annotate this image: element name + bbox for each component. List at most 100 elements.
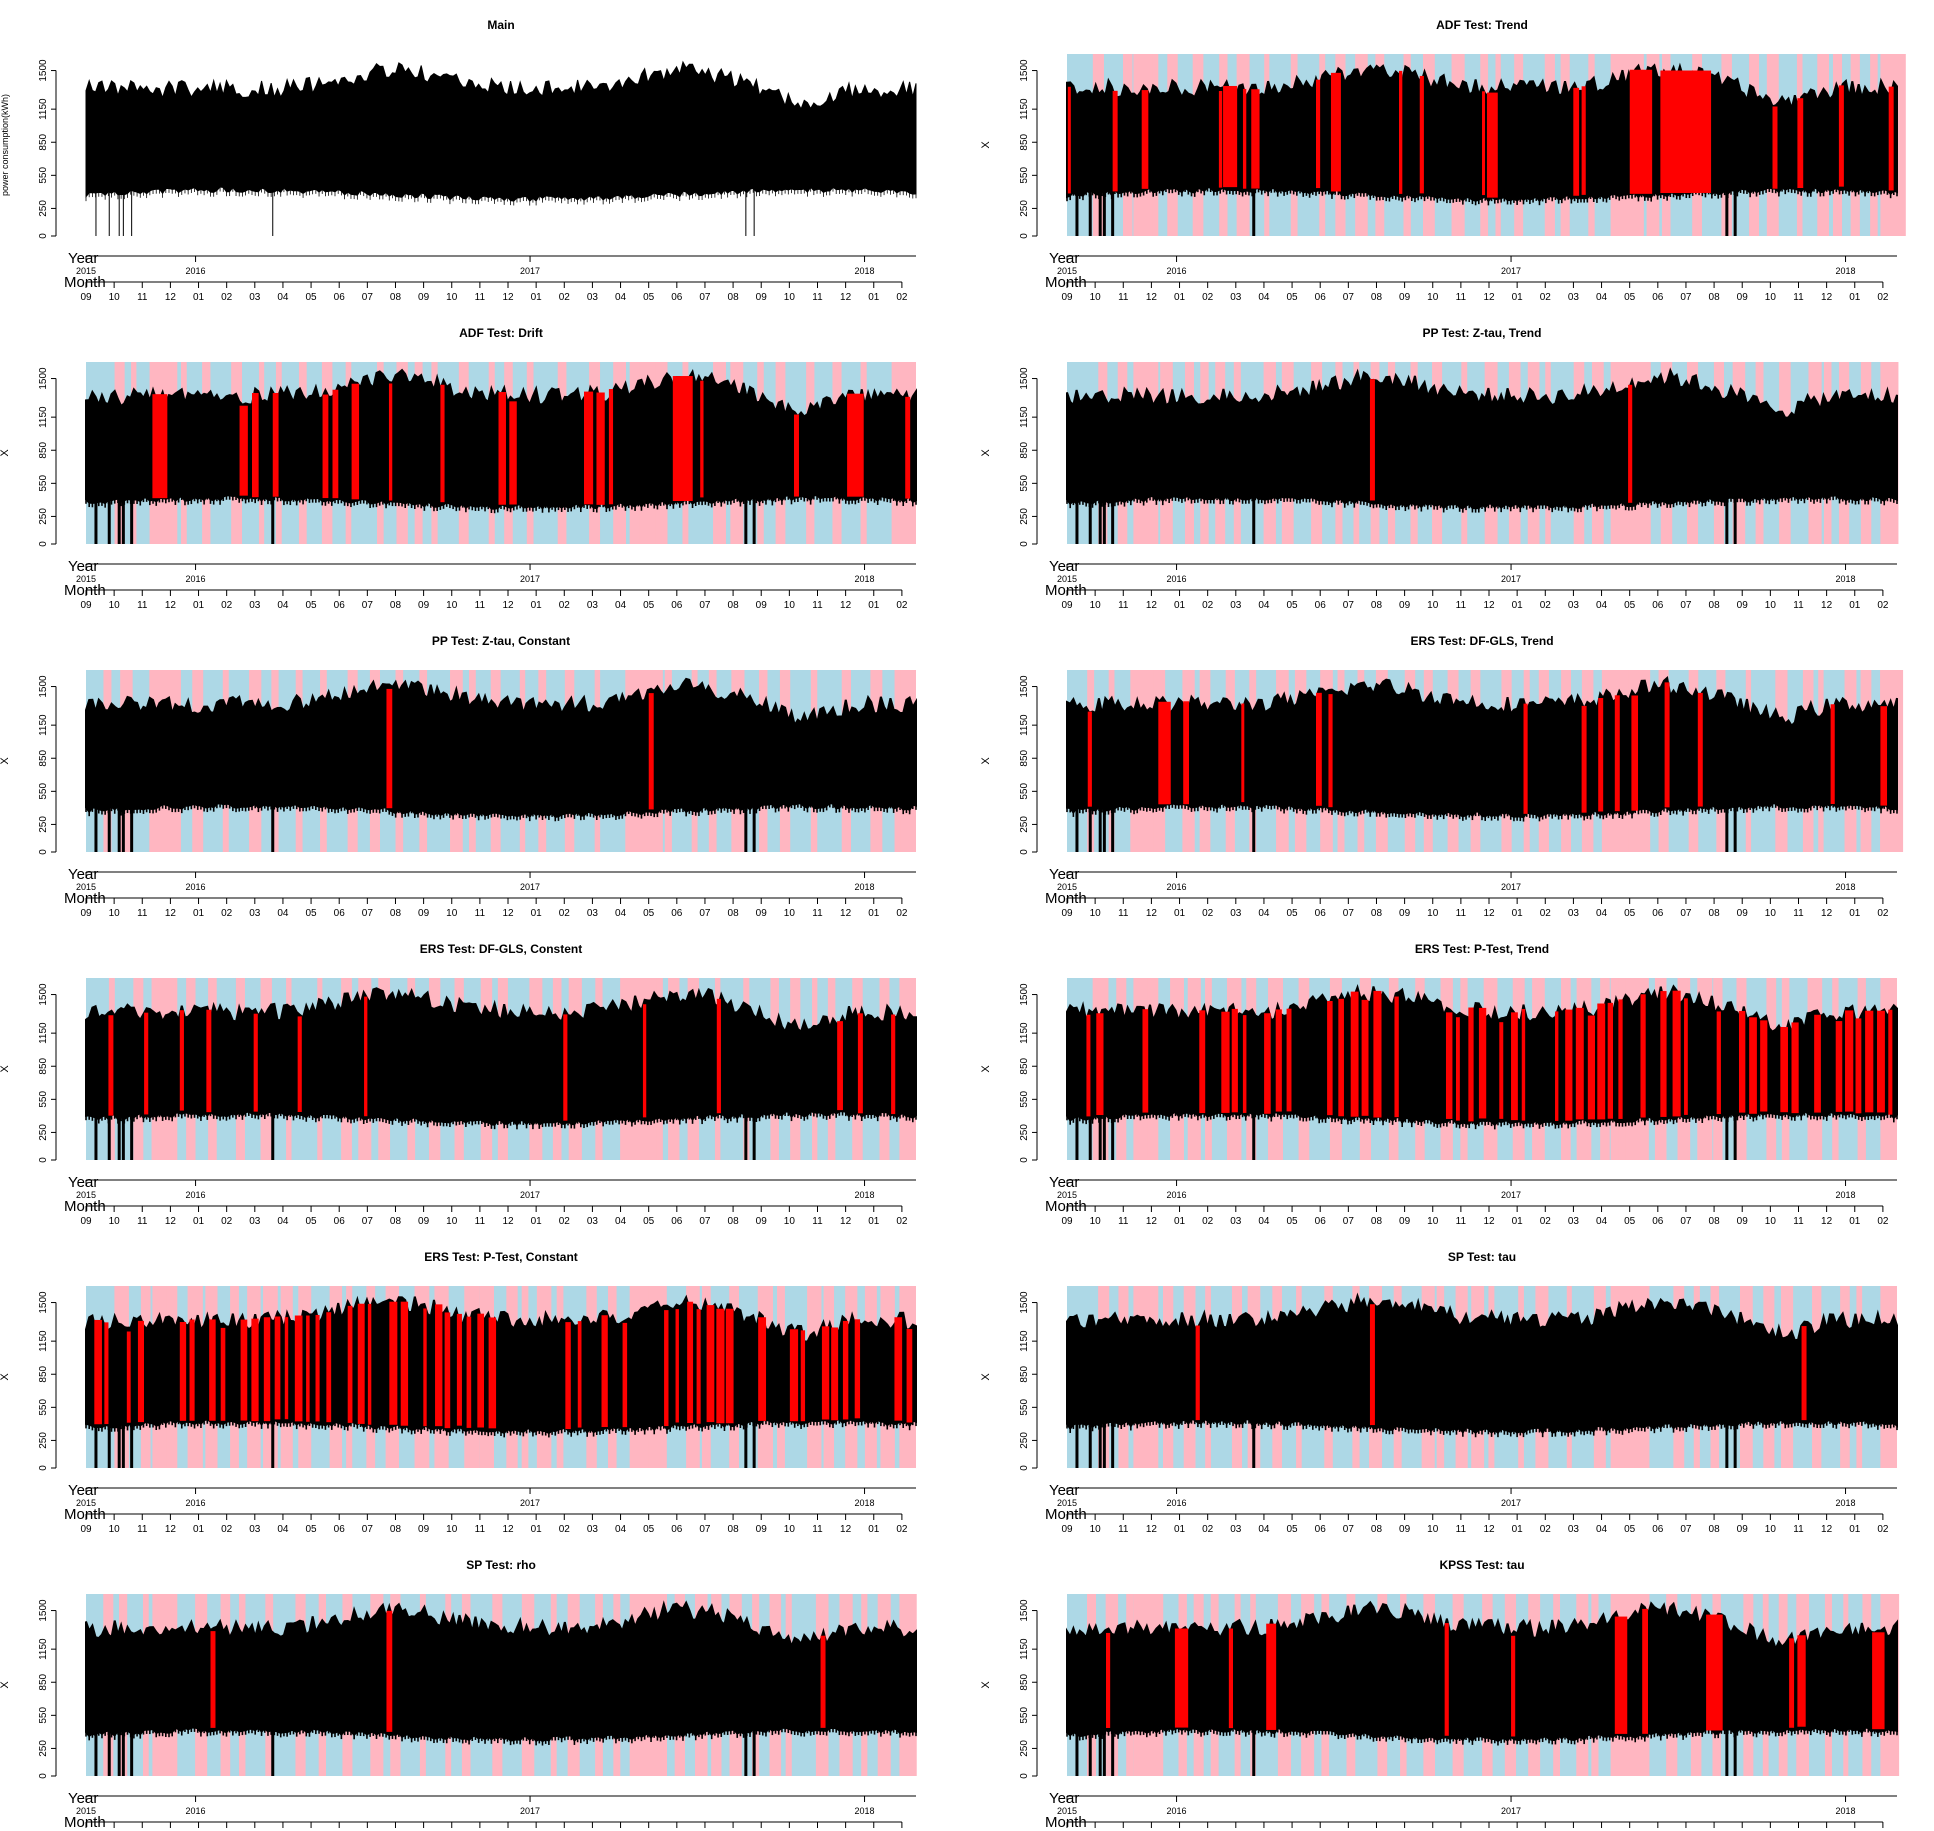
unit-root-segment: [189, 1319, 195, 1421]
unit-root-segment: [179, 1010, 184, 1111]
month-tick-label: 09: [80, 908, 92, 919]
month-tick-label: 01: [1174, 1216, 1186, 1227]
month-tick-label: 12: [1146, 908, 1158, 919]
month-tick-label: 09: [1399, 1216, 1411, 1227]
y-tick-label: 250: [38, 200, 49, 217]
unit-root-segment: [700, 380, 704, 498]
unit-root-segment: [1327, 1000, 1333, 1116]
month-tick-label: 05: [643, 1216, 655, 1227]
year-tick-label: 2015: [76, 1806, 96, 1816]
month-tick-label: 07: [1343, 1524, 1355, 1535]
unit-root-segment: [1112, 90, 1118, 192]
month-tick-label: 04: [615, 600, 627, 611]
unit-root-segment: [725, 1308, 734, 1424]
y-tick-label: 1150: [38, 1330, 49, 1352]
month-tick-label: 07: [699, 600, 711, 611]
y-tick-label: 0: [38, 541, 49, 547]
month-axis-label: Month: [64, 1198, 106, 1215]
month-tick-label: 02: [559, 1524, 571, 1535]
month-tick-label: 06: [1652, 292, 1664, 303]
y-tick-label: 0: [1019, 1773, 1030, 1779]
unit-root-segment: [1865, 1010, 1874, 1113]
month-tick-label: 11: [1456, 1216, 1467, 1227]
month-tick-label: 12: [840, 1216, 852, 1227]
unit-root-segment: [220, 1327, 226, 1421]
year-tick-label: 2015: [1057, 1498, 1077, 1508]
unit-root-segment: [1845, 1010, 1854, 1112]
unit-root-segment: [622, 1322, 628, 1428]
month-tick-label: 03: [1568, 908, 1580, 919]
month-tick-label: 05: [1624, 908, 1636, 919]
unit-root-segment: [440, 384, 445, 503]
year-tick-label: 2015: [1057, 1806, 1077, 1816]
year-tick-label: 2017: [1501, 882, 1521, 892]
month-tick-label: 10: [784, 908, 796, 919]
y-tick-label: 250: [1019, 1124, 1030, 1141]
unit-root-segment: [793, 414, 799, 497]
month-tick-label: 08: [728, 600, 740, 611]
month-tick-label: 07: [1343, 600, 1355, 611]
month-tick-label: 05: [1287, 1524, 1299, 1535]
y-tick-label: 0: [1019, 541, 1030, 547]
month-tick-label: 07: [1343, 292, 1355, 303]
y-tick-label: 1500: [1019, 1599, 1030, 1622]
month-tick-label: 12: [1483, 1524, 1495, 1535]
chart-title: ADF Test: Trend: [1436, 18, 1528, 32]
month-tick-label: 05: [1624, 1524, 1636, 1535]
month-tick-label: 02: [1540, 908, 1552, 919]
month-tick-label: 05: [1287, 292, 1299, 303]
y-tick-label: 550: [38, 167, 49, 184]
month-tick-label: 10: [1427, 908, 1439, 919]
unit-root-segment: [179, 1322, 187, 1421]
unit-root-segment: [347, 1305, 353, 1423]
year-tick-label: 2016: [1167, 882, 1187, 892]
year-tick-label: 2015: [1057, 1190, 1077, 1200]
unit-root-segment: [1174, 1628, 1189, 1728]
unit-root-segment: [137, 1320, 145, 1423]
unit-root-segment: [1455, 1017, 1460, 1121]
y-axis-label: X: [0, 1065, 11, 1073]
month-tick-label: 09: [1061, 600, 1073, 611]
nonstationary-band: [1895, 54, 1906, 236]
month-tick-label: 02: [559, 292, 571, 303]
y-tick-label: 1150: [38, 406, 49, 428]
month-tick-label: 01: [193, 908, 205, 919]
unit-root-segment: [1830, 704, 1835, 805]
month-tick-label: 12: [840, 908, 852, 919]
unit-root-segment: [1618, 999, 1623, 1119]
month-axis-label: Month: [1045, 1198, 1087, 1215]
month-tick-label: 01: [1512, 600, 1524, 611]
month-tick-label: 08: [390, 292, 402, 303]
unit-root-segment: [152, 394, 168, 499]
month-tick-label: 10: [1090, 1524, 1102, 1535]
month-tick-label: 11: [812, 292, 823, 303]
unit-root-segment: [716, 998, 721, 1114]
unit-root-segment: [706, 1305, 715, 1423]
month-tick-label: 11: [475, 292, 486, 303]
y-axis-label: X: [980, 757, 992, 765]
year-tick-label: 2018: [855, 1498, 875, 1508]
month-tick-label: 09: [418, 1216, 430, 1227]
unit-root-segment: [386, 1610, 393, 1732]
month-tick-label: 12: [1821, 1216, 1833, 1227]
unit-root-segment: [252, 393, 259, 498]
unit-root-segment: [1789, 1638, 1795, 1728]
unit-root-segment: [367, 1303, 372, 1425]
y-tick-label: 1500: [1019, 367, 1030, 390]
y-axis-label: X: [980, 1373, 992, 1381]
month-tick-label: 08: [728, 292, 740, 303]
unit-root-segment: [364, 996, 368, 1117]
chart-title: ERS Test: DF-GLS, Trend: [1410, 634, 1553, 648]
month-tick-label: 10: [1427, 292, 1439, 303]
month-tick-label: 02: [559, 1216, 571, 1227]
month-tick-label: 08: [1709, 292, 1721, 303]
month-tick-label: 02: [1877, 1524, 1889, 1535]
month-tick-label: 02: [1540, 1216, 1552, 1227]
unit-root-segment: [1835, 1021, 1843, 1112]
month-tick-label: 12: [502, 1524, 514, 1535]
month-tick-label: 09: [1737, 600, 1749, 611]
unit-root-segment: [1369, 1304, 1375, 1426]
year-tick-label: 2016: [1167, 1498, 1187, 1508]
chart-title: Main: [487, 18, 514, 32]
chart-panel-1: Main 0 250 550 850 1150 1500 power consumption(…: [0, 18, 917, 303]
